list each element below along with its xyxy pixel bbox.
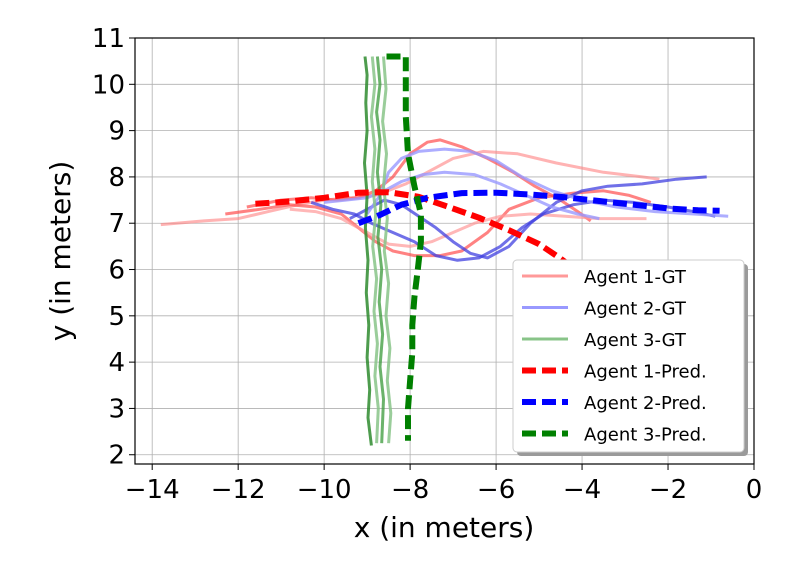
agent-3-gt-line — [375, 56, 385, 444]
y-tick-label: 6 — [108, 256, 125, 286]
y-tick-label: 4 — [108, 348, 125, 378]
x-tick-label: −10 — [297, 475, 352, 505]
plot-frame — [134, 37, 755, 465]
legend-label: Agent 1-Pred. — [584, 362, 707, 383]
x-tick-label: −2 — [649, 475, 687, 505]
x-tick-label: 0 — [746, 475, 763, 505]
y-tick-label: 3 — [108, 394, 125, 424]
agent-3-gt-line — [381, 56, 393, 444]
x-tick-label: −8 — [391, 475, 429, 505]
legend: Agent 1-GT Agent 2-GT Agent 3-GT Agent 1-Pr… — [512, 259, 748, 456]
series-group — [160, 53, 729, 446]
agent-1-gt-line — [160, 149, 660, 227]
y-tick-label: 5 — [108, 302, 125, 332]
agent-3-gt-line — [369, 56, 380, 444]
legend-label: Agent 2-GT — [584, 299, 687, 320]
y-tick-label: 9 — [108, 117, 125, 147]
x-tick-label: −4 — [563, 475, 601, 505]
legend-label: Agent 1-GT — [584, 267, 687, 288]
agent-1-gt-line — [289, 207, 647, 248]
legend-box — [512, 259, 745, 453]
x-tick-label: −6 — [477, 475, 515, 505]
y-tick-label: 10 — [92, 70, 125, 100]
y-tick-label: 2 — [108, 441, 125, 471]
y-axis-label: y (in meters) — [44, 161, 77, 342]
legend-label: Agent 3-Pred. — [584, 425, 707, 446]
legend-label: Agent 2-Pred. — [584, 393, 707, 414]
y-tick-label: 8 — [108, 163, 125, 193]
agent-2-pred-line — [357, 189, 720, 226]
agent-3-gt-line — [363, 56, 373, 446]
agent-3-pred-line — [386, 53, 424, 441]
agent-2-gt-line — [365, 147, 729, 218]
agent-2-gt-line — [349, 175, 707, 260]
y-tick-label: 7 — [108, 209, 125, 239]
x-axis-label: x (in meters) — [354, 511, 535, 544]
y-tick-label: 11 — [92, 24, 125, 54]
legend-label: Agent 3-GT — [584, 330, 687, 351]
agent-1-pred-line — [255, 189, 571, 268]
axis-ticks: −14 −12 −10 −8 −6 −4 −2 0 2 3 4 5 6 7 8 9 10 11 — [92, 24, 762, 505]
x-tick-label: −14 — [125, 475, 180, 505]
x-tick-label: −12 — [211, 475, 266, 505]
